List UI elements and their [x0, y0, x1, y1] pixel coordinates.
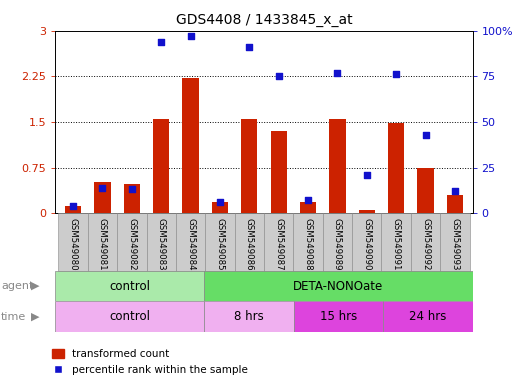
FancyBboxPatch shape [411, 213, 440, 271]
Text: GSM549088: GSM549088 [304, 218, 313, 270]
Bar [95, 182, 110, 213]
Point [304, 197, 312, 204]
FancyBboxPatch shape [264, 213, 294, 271]
Bar [359, 210, 375, 213]
Text: GSM549089: GSM549089 [333, 218, 342, 270]
Text: GSM549083: GSM549083 [157, 218, 166, 270]
Text: GSM549086: GSM549086 [245, 218, 254, 270]
Text: agent: agent [1, 281, 33, 291]
Text: ▶: ▶ [31, 281, 39, 291]
FancyBboxPatch shape [59, 213, 88, 271]
FancyBboxPatch shape [383, 301, 473, 332]
FancyBboxPatch shape [204, 301, 294, 332]
Text: GSM549081: GSM549081 [98, 218, 107, 270]
Bar [388, 123, 404, 213]
Title: GDS4408 / 1433845_x_at: GDS4408 / 1433845_x_at [176, 13, 352, 27]
Bar [153, 119, 169, 213]
Text: GSM549084: GSM549084 [186, 218, 195, 270]
Bar [418, 167, 433, 213]
Text: 24 hrs: 24 hrs [409, 310, 447, 323]
FancyBboxPatch shape [117, 213, 146, 271]
Text: 15 hrs: 15 hrs [320, 310, 357, 323]
Point [275, 73, 283, 79]
FancyBboxPatch shape [55, 301, 204, 332]
Bar [271, 131, 287, 213]
Text: control: control [109, 280, 150, 293]
Point [451, 188, 459, 194]
Text: control: control [109, 310, 150, 323]
FancyBboxPatch shape [55, 271, 204, 301]
Bar [183, 78, 199, 213]
Point [128, 186, 136, 192]
Text: ▶: ▶ [31, 312, 39, 322]
Text: GSM549092: GSM549092 [421, 218, 430, 270]
FancyBboxPatch shape [352, 213, 382, 271]
Point [392, 71, 400, 78]
FancyBboxPatch shape [88, 213, 117, 271]
Bar [329, 119, 345, 213]
FancyBboxPatch shape [440, 213, 469, 271]
Bar [447, 195, 463, 213]
Text: GSM549085: GSM549085 [215, 218, 224, 270]
Bar [241, 119, 257, 213]
Text: DETA-NONOate: DETA-NONOate [294, 280, 384, 293]
Bar [212, 202, 228, 213]
FancyBboxPatch shape [234, 213, 264, 271]
Point [98, 185, 107, 191]
Text: GSM549093: GSM549093 [450, 218, 459, 270]
Bar [124, 184, 140, 213]
Text: time: time [1, 312, 26, 322]
Point [157, 39, 165, 45]
Point [421, 132, 430, 138]
FancyBboxPatch shape [204, 271, 473, 301]
Text: GSM549080: GSM549080 [69, 218, 78, 270]
FancyBboxPatch shape [294, 213, 323, 271]
Point [333, 70, 342, 76]
Point [216, 199, 224, 205]
Text: GSM549090: GSM549090 [362, 218, 371, 270]
Point [186, 33, 195, 39]
Point [363, 172, 371, 178]
Point [69, 203, 77, 209]
Bar [300, 202, 316, 213]
Point [245, 44, 253, 50]
Legend: transformed count, percentile rank within the sample: transformed count, percentile rank withi… [48, 345, 252, 379]
Text: 8 hrs: 8 hrs [234, 310, 264, 323]
FancyBboxPatch shape [176, 213, 205, 271]
Text: GSM549082: GSM549082 [127, 218, 136, 270]
FancyBboxPatch shape [294, 301, 383, 332]
FancyBboxPatch shape [382, 213, 411, 271]
FancyBboxPatch shape [323, 213, 352, 271]
FancyBboxPatch shape [205, 213, 234, 271]
Bar [65, 206, 81, 213]
Text: GSM549087: GSM549087 [274, 218, 283, 270]
Text: GSM549091: GSM549091 [392, 218, 401, 270]
FancyBboxPatch shape [146, 213, 176, 271]
